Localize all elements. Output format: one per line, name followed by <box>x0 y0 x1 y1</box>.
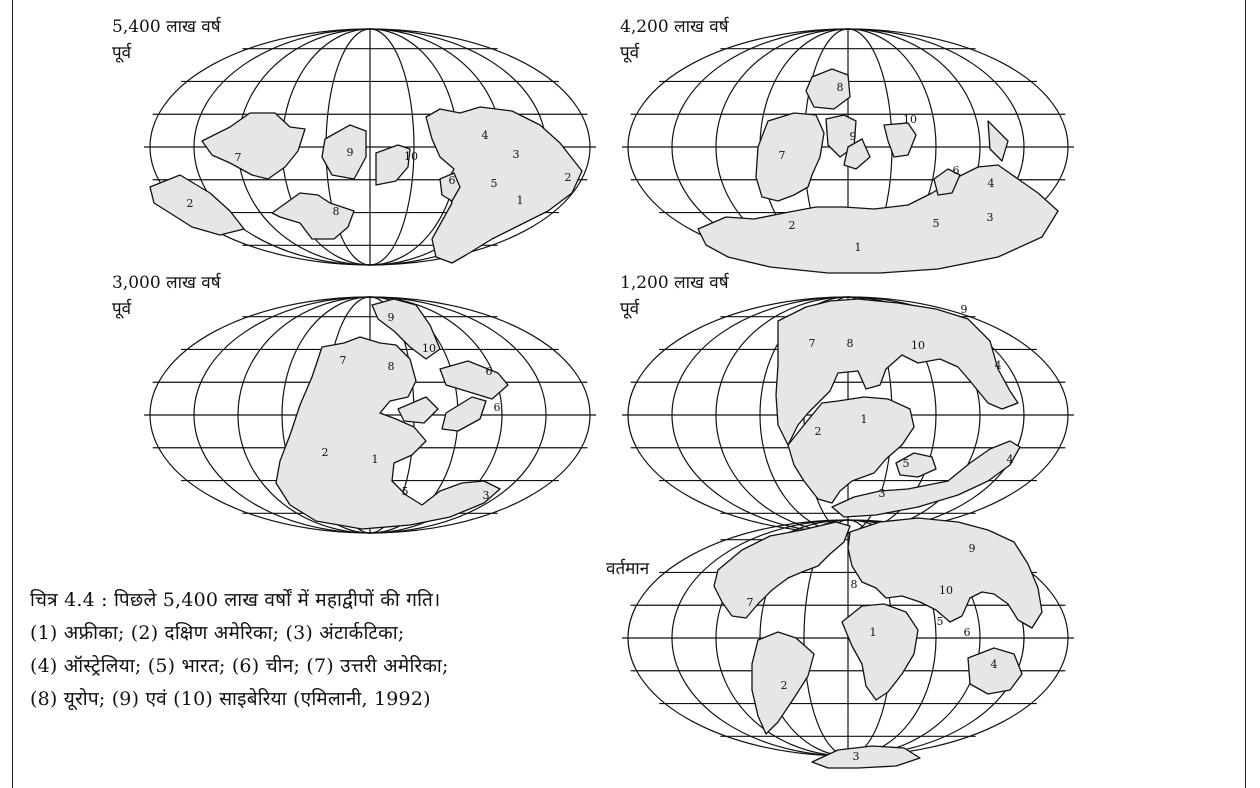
figure-frame <box>12 0 1246 788</box>
landmass-siberia-9 <box>321 124 367 180</box>
landmass-laurasia <box>775 298 1019 446</box>
landmass-europe <box>271 192 355 240</box>
continent-number-label: 3 <box>513 148 520 161</box>
continent-number-label: 4 <box>991 658 998 671</box>
landmass-china <box>439 172 461 202</box>
continent-number-label: 2 <box>781 679 788 692</box>
continent-number-label: 2 <box>187 197 194 210</box>
continent-number-label: 1 <box>861 413 868 426</box>
map-300-million-years: 9 10 7 8 6 6 2 1 5 3 <box>140 285 600 547</box>
map-300-label-line2: पूर्व <box>112 299 132 319</box>
landmass-pangaea <box>275 336 501 530</box>
continent-number-label: 3 <box>853 750 860 763</box>
continent-number-label: 10 <box>422 342 436 355</box>
continent-number-label: 8 <box>333 205 340 218</box>
continent-number-label: 8 <box>851 578 858 591</box>
continent-number-label: 9 <box>388 311 395 324</box>
continent-number-label: 1 <box>855 241 862 254</box>
continent-number-label: 10 <box>911 339 925 352</box>
landmass-siberia <box>371 298 441 360</box>
map-420-label-line1: 4,200 लाख वर्ष <box>620 17 729 37</box>
landmass-north-america <box>713 521 851 619</box>
landmass-africa <box>841 603 919 701</box>
landmass-china-6b <box>441 396 487 432</box>
map-540-label-line1: 5,400 लाख वर्ष <box>112 17 221 37</box>
continent-number-label: 5 <box>903 457 910 470</box>
continent-number-label: 10 <box>939 584 953 597</box>
continent-number-label: 6 <box>964 626 971 639</box>
landmass-gondwana <box>697 164 1059 274</box>
landmass-north-america <box>755 112 825 202</box>
landmass-australia <box>987 120 1009 162</box>
continent-number-label: 5 <box>933 217 940 230</box>
continent-number-label: 9 <box>347 146 354 159</box>
continent-number-label: 8 <box>847 337 854 350</box>
continent-number-label: 4 <box>482 129 489 142</box>
caption-title: चित्र 4.4 : पिछले 5,400 लाख वर्षों में म… <box>30 589 441 611</box>
landmass-siberia-10 <box>375 144 411 186</box>
landmass-inner <box>397 396 439 424</box>
continent-number-label: 10 <box>903 113 917 126</box>
landmass-eurasia <box>847 517 1043 629</box>
landmass-antarctica <box>811 745 921 769</box>
continent-number-label: 2 <box>322 446 329 459</box>
continent-number-label: 5 <box>937 615 944 628</box>
continent-number-label: 7 <box>235 151 242 164</box>
map-420-million-years: 8 9 10 7 6 4 2 1 5 3 <box>618 17 1078 279</box>
caption-legend-3: (8) यूरोप; (9) एवं (10) साइबेरिया (एमिला… <box>30 688 431 710</box>
landmass-africa-sa <box>787 396 915 504</box>
landmass-china <box>933 168 961 196</box>
figure-caption: चित्र 4.4 : पिछले 5,400 लाख वर्षों में म… <box>30 584 590 716</box>
continent-number-label: 2 <box>789 219 796 232</box>
continent-number-label: 2 <box>815 425 822 438</box>
caption-legend-1: (1) अफ्रीका; (2) दक्षिण अमेरिका; (3) अंट… <box>30 622 405 644</box>
continent-number-label: 6 <box>494 401 501 414</box>
map-420-label-line2: पूर्व <box>620 43 640 63</box>
continent-number-label: 5 <box>491 177 498 190</box>
map-present-label: वर्तमान <box>606 559 650 579</box>
landmass-gondwana-edge <box>843 138 871 170</box>
continent-number-label: 2 <box>565 171 572 184</box>
continent-number-label: 10 <box>404 150 418 163</box>
continent-number-label: 6 <box>953 164 960 177</box>
continent-number-label: 8 <box>388 360 395 373</box>
landmass-siberia-10 <box>883 122 917 158</box>
caption-legend-2: (4) ऑस्ट्रेलिया; (5) भारत; (6) चीन; (7) … <box>30 655 449 677</box>
landmass-india <box>895 452 937 478</box>
continent-number-label: 7 <box>779 149 786 162</box>
continent-number-label: 3 <box>987 211 994 224</box>
continent-number-label: 7 <box>747 596 754 609</box>
map-120-million-years: 9 7 8 10 4 1 2 5 4 3 <box>618 285 1078 547</box>
continent-number-label: 4 <box>988 177 995 190</box>
continent-number-label: 6 <box>486 365 493 378</box>
continent-number-label: 3 <box>483 489 490 502</box>
continent-number-label: 1 <box>870 626 877 639</box>
continent-number-label: 9 <box>850 130 857 143</box>
continent-number-label: 3 <box>879 487 886 500</box>
landmass-south-america-2 <box>149 174 245 236</box>
map-540-label-line2: पूर्व <box>112 43 132 63</box>
continent-number-label: 9 <box>969 542 976 555</box>
landmass-north-america <box>201 112 306 180</box>
continent-number-label: 8 <box>837 81 844 94</box>
continent-number-label: 6 <box>449 174 456 187</box>
landmass-australia <box>967 647 1023 695</box>
continent-number-label: 4 <box>995 359 1002 372</box>
continent-number-label: 1 <box>517 194 524 207</box>
map-120-label-line1: 1,200 लाख वर्ष <box>620 273 729 293</box>
continent-number-label: 1 <box>372 453 379 466</box>
continent-number-label: 7 <box>809 337 816 350</box>
landmass-antarctica <box>831 440 1021 518</box>
map-300-label-line1: 3,000 लाख वर्ष <box>112 273 221 293</box>
landmass-china-6a <box>439 360 509 400</box>
map-present: 9 8 10 7 1 5 6 2 4 3 <box>618 508 1078 770</box>
map-120-label-line2: पूर्व <box>620 299 640 319</box>
continent-number-label: 9 <box>961 303 968 316</box>
landmass-south-america <box>751 631 815 735</box>
continent-number-label: 4 <box>1007 453 1014 466</box>
map-540-million-years: 7 9 10 6 8 4 3 5 1 2 2 <box>140 17 600 279</box>
landmass-europe <box>805 68 851 110</box>
continent-number-label: 7 <box>340 354 347 367</box>
continent-number-label: 5 <box>402 485 409 498</box>
